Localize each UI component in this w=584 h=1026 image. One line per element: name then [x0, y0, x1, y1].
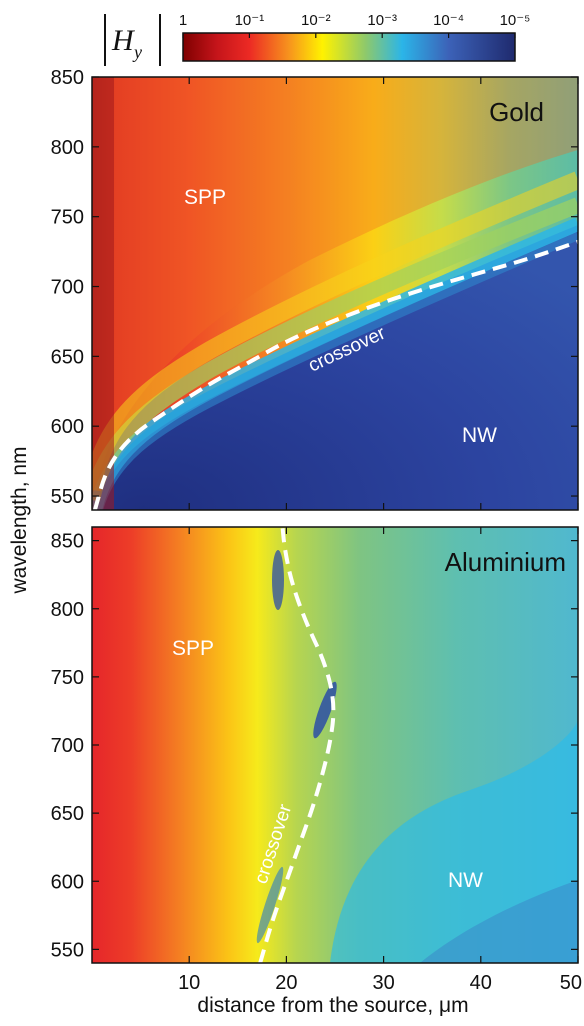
x-tick-label: 40	[470, 972, 492, 994]
aluminium-nw-label: NW	[448, 869, 483, 892]
aluminium-y-tick-label: 550	[51, 939, 84, 961]
gold-title: Gold	[489, 97, 544, 127]
gold-spp-label: SPP	[184, 186, 226, 209]
colorbar-tick-label: 10⁻²	[301, 12, 331, 29]
aluminium-y-ticks: 550 600 650 700 750 800 850	[51, 531, 578, 961]
gold-y-tick-label: 800	[51, 137, 84, 159]
gold-y-tick-label: 850	[51, 67, 84, 89]
x-tick-label: 10	[178, 972, 200, 994]
gold-y-tick-label: 600	[51, 416, 84, 438]
aluminium-title: Aluminium	[445, 547, 566, 577]
aluminium-y-tick-label: 750	[51, 667, 84, 689]
x-tick-label: 50	[560, 972, 582, 994]
aluminium-y-tick-label: 600	[51, 871, 84, 893]
aluminium-panel: Aluminium SPP NW crossover 5506006507007…	[51, 526, 582, 994]
gold-y-tick-label: 550	[51, 486, 84, 508]
colorbar-ticks: 1 10⁻¹ 10⁻² 10⁻³ 10⁻⁴ 10⁻⁵	[179, 12, 531, 38]
colorbar-subscript: y	[132, 42, 142, 62]
gold-y-tick-label: 650	[51, 346, 84, 368]
colorbar: H y 1 10⁻¹ 10⁻² 10⁻³ 10⁻⁴ 10⁻⁵	[104, 12, 531, 66]
x-tick-label: 30	[372, 972, 394, 994]
colorbar-tick-label: 10⁻⁵	[500, 12, 531, 29]
aluminium-y-tick-label: 650	[51, 803, 84, 825]
gold-crossover-line	[92, 239, 579, 511]
aluminium-y-tick-label: 700	[51, 735, 84, 757]
colorbar-symbol: H	[111, 24, 136, 57]
gold-y-tick-label: 750	[51, 207, 84, 229]
x-tick-label: 20	[275, 972, 297, 994]
aluminium-y-tick-label: 800	[51, 599, 84, 621]
gold-panel: Gold SPP NW crossover 550600650700750800…	[51, 67, 579, 511]
y-axis-label: wavelength, nm	[8, 446, 31, 594]
gold-frame	[91, 76, 579, 511]
aluminium-crossover-line	[258, 526, 336, 964]
aluminium-x-ticks: 10 20 30 40 50	[178, 527, 582, 994]
gold-y-tick-label: 700	[51, 277, 84, 299]
gold-y-ticks: 550 600 650 700 750 800 850	[51, 67, 579, 510]
aluminium-y-tick-label: 850	[51, 531, 84, 553]
colorbar-tick-label: 10⁻¹	[235, 12, 265, 29]
colorbar-tick-label: 10⁻³	[367, 12, 397, 29]
colorbar-tick-label: 10⁻⁴	[433, 12, 464, 29]
gold-nw-label: NW	[462, 424, 497, 447]
aluminium-spp-label: SPP	[172, 637, 214, 660]
colorbar-tick-label: 1	[179, 12, 187, 29]
x-axis-label: distance from the source, μm	[197, 994, 468, 1017]
colorbar-gradient	[182, 32, 516, 62]
